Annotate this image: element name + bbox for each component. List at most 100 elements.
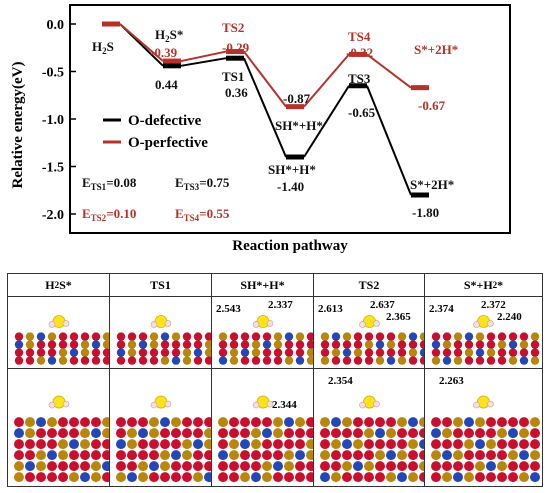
atom	[47, 439, 57, 449]
atom	[218, 461, 228, 471]
atom	[320, 472, 330, 482]
atom	[116, 450, 126, 460]
atom	[183, 340, 191, 348]
atom	[306, 472, 314, 482]
atom	[14, 417, 24, 427]
label-d4: -0.65	[348, 106, 375, 119]
atom	[353, 428, 363, 438]
atom	[172, 340, 180, 348]
atom	[398, 340, 406, 348]
atom	[475, 472, 485, 482]
atom	[408, 461, 418, 471]
atom	[171, 461, 181, 471]
atom	[171, 472, 181, 482]
atom	[229, 450, 239, 460]
distance-label: 2.374	[429, 303, 454, 315]
atom	[160, 450, 170, 460]
atom	[353, 450, 363, 460]
atom	[251, 472, 261, 482]
atom	[172, 356, 180, 364]
atom	[240, 472, 250, 482]
atom	[331, 461, 341, 471]
atom	[408, 439, 418, 449]
energy-profile-chart: 0.0-0.5-1.0-1.5-2.0 Relative energy(eV) …	[0, 0, 550, 270]
atom	[431, 472, 441, 482]
atom	[274, 356, 282, 364]
structure-cell: 2.263	[425, 368, 542, 486]
atom	[475, 461, 485, 471]
atom	[128, 340, 136, 348]
level-bar-defective	[226, 56, 244, 61]
atom	[386, 472, 396, 482]
atom	[273, 428, 283, 438]
atom	[183, 348, 191, 356]
atom	[331, 428, 341, 438]
atom	[117, 348, 125, 356]
atom	[182, 439, 192, 449]
hydrogen-atom	[165, 401, 171, 407]
level-bar-perfective	[411, 85, 429, 90]
atom	[204, 461, 212, 471]
atom	[519, 472, 529, 482]
atom	[365, 332, 373, 340]
atom	[431, 439, 441, 449]
label-sh-lower: SH*+H*	[268, 163, 316, 176]
atom	[36, 461, 46, 471]
atom	[453, 450, 463, 460]
hydrogen-atom	[474, 321, 480, 327]
label-p1: -0.39	[150, 46, 177, 59]
atom	[240, 417, 250, 427]
atom	[150, 348, 158, 356]
atom	[354, 348, 362, 356]
atom	[149, 472, 159, 482]
legend-label-perfective: O-perfective	[128, 135, 208, 151]
y-tick-label: -1.0	[42, 113, 64, 128]
atom	[295, 472, 305, 482]
atom	[274, 332, 282, 340]
atom	[465, 356, 473, 364]
atom	[81, 332, 89, 340]
atom	[91, 472, 101, 482]
atom	[182, 417, 192, 427]
y-tick-label: 0.0	[47, 18, 65, 33]
atom	[307, 356, 314, 364]
atom	[160, 439, 170, 449]
atom	[364, 450, 374, 460]
atom	[70, 356, 78, 364]
atom	[386, 439, 396, 449]
atom	[160, 428, 170, 438]
atom	[219, 340, 227, 348]
atom	[36, 472, 46, 482]
atom	[432, 356, 440, 364]
atom	[431, 417, 441, 427]
atom	[160, 417, 170, 427]
atom	[274, 340, 282, 348]
hydrogen-atom	[360, 402, 366, 408]
atom	[306, 439, 314, 449]
y-axis-label: Relative energy(eV)	[10, 61, 26, 188]
atom	[497, 450, 507, 460]
atom	[397, 417, 407, 427]
atom	[263, 332, 271, 340]
atom	[321, 340, 329, 348]
atom	[103, 356, 110, 364]
atom	[342, 461, 352, 471]
structure-cell: 2.543 2.337	[212, 296, 314, 368]
atom	[453, 417, 463, 427]
atom	[251, 428, 261, 438]
atom	[476, 348, 484, 356]
atom	[193, 450, 203, 460]
atom	[219, 348, 227, 356]
atom	[386, 450, 396, 460]
atom	[397, 428, 407, 438]
hydrogen-atom	[253, 402, 259, 408]
atom	[116, 417, 126, 427]
atom	[15, 340, 23, 348]
atom	[194, 340, 202, 348]
atom	[218, 428, 228, 438]
atom	[161, 340, 169, 348]
atom	[442, 461, 452, 471]
atom	[127, 417, 137, 427]
atom	[229, 472, 239, 482]
atom	[306, 417, 314, 427]
